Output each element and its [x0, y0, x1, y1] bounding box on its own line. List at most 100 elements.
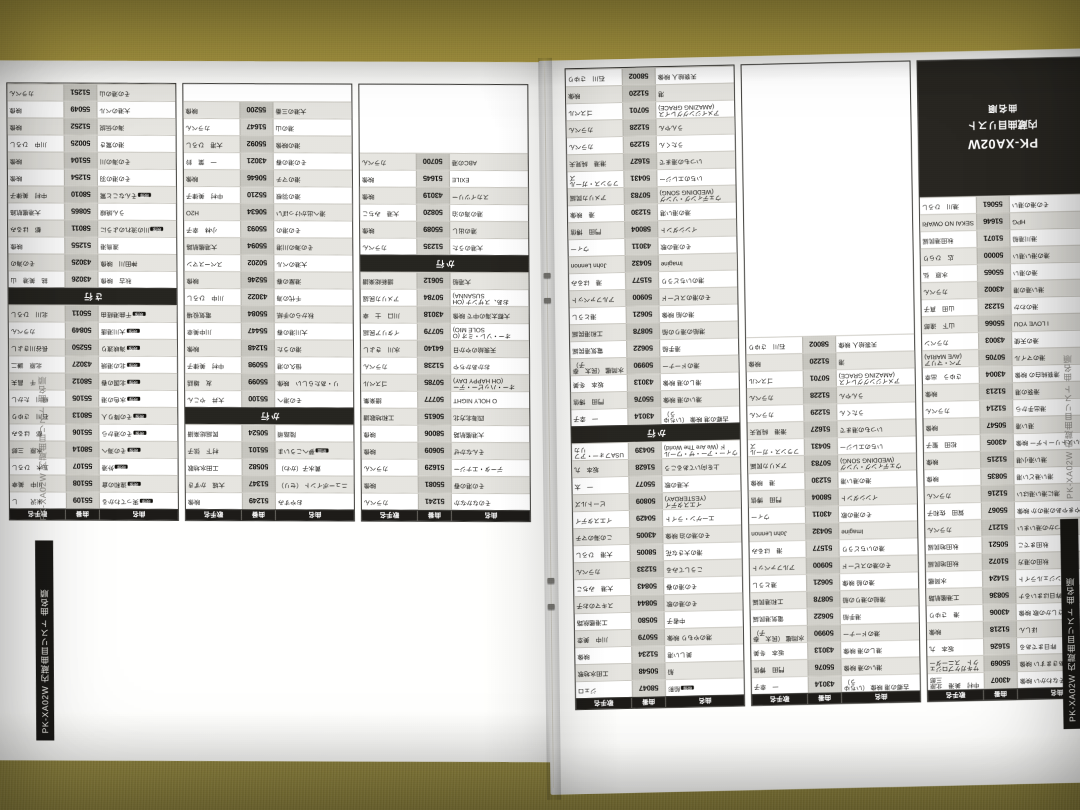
artist-name-cell: サキガケプロジェクト スニーダー — [929, 658, 980, 673]
song-title-text: そんなこと驚 — [99, 191, 138, 200]
artist-name-cell: 石川 さゆり — [567, 74, 605, 83]
table-header-row: 曲名 曲番 歌手名 — [361, 509, 530, 522]
booklet: 曲名 曲番 歌手名 そのなかなか 51241 カラべん その港の春 55081 映像 データ… — [0, 48, 1080, 810]
song-title-cell: 港のドーナー — [660, 355, 738, 373]
artist-name-cell: 工田水地歌 — [187, 464, 219, 472]
table-row: その港の羽 51254 映像 — [7, 168, 176, 186]
song-title-cell: スカイツリー — [450, 188, 528, 204]
artist-name-cell: 港 映像 — [569, 210, 595, 219]
song-number-cell: 51645 — [415, 170, 450, 187]
song-title-text: うたくん — [839, 408, 865, 417]
artist-name-cell: カラべん — [568, 142, 594, 151]
song-number-cell: 55250 — [64, 339, 99, 356]
artist-name-cell: 秋田港民謡 — [922, 236, 954, 245]
song-number-cell: 51626 — [983, 638, 1018, 655]
artist-name-cell: カラべん — [362, 243, 388, 251]
song-title-cell: 古郷の港 映像 （いちゆう） — [661, 406, 739, 424]
song-title-cell: 大川港の春 — [275, 323, 353, 339]
song-title-cell: 黄水子（かわ） — [276, 459, 354, 475]
song-title-cell: おやすみ — [276, 493, 354, 509]
artist-name-cell: 一 葉 鈴 — [185, 158, 217, 166]
song-title-text: 大都太海の中で 映像 — [452, 312, 511, 320]
song-number-cell: 55105 — [65, 390, 100, 407]
artist-name-cell: 民謡総楽譜 — [187, 430, 219, 438]
artist-name-cell: 映像 — [9, 157, 23, 165]
artist-name-cell: ウィー — [750, 513, 770, 521]
song-title-cell: 大港艦航路 — [451, 426, 529, 442]
song-title-text: 古郷の港 映像 （いちゆう） — [663, 409, 729, 424]
artist-name-cell: 水原 弘 — [922, 270, 948, 279]
song-title-cell: その港のスピード — [840, 555, 918, 573]
song-number-cell: 55107 — [65, 458, 100, 475]
artist-name-cell: 工田水地歌 — [577, 669, 609, 678]
song-number-cell: 55092 — [239, 136, 274, 153]
table-row: O HOLY NIGHT 50777 譜楽集 — [361, 390, 530, 409]
song-number-cell: 55079 — [630, 629, 666, 646]
song-rows: そのなかなか 51241 カラべん その港の春 55081 映像 データ・エナジー 51629… — [360, 271, 530, 511]
video-badge: 映像 — [126, 328, 140, 334]
song-number-cell: 50990 — [806, 625, 842, 642]
header-number: 曲番 — [632, 697, 667, 708]
song-number-cell: 51252 — [63, 118, 98, 135]
song-number-cell: 51251 — [63, 84, 98, 101]
header-title: 曲名 — [132, 509, 146, 517]
song-title-text: 実ってわかる — [101, 497, 139, 506]
song-number-cell: 55098 — [240, 357, 276, 374]
song-number-cell: 51647 — [239, 119, 274, 136]
table-row: 大港のうた 51235 カラべん — [360, 237, 529, 256]
song-title-text: リ・あたらしい 映像 — [277, 379, 340, 387]
staple-top-2 — [543, 297, 551, 303]
song-title-cell: 港のいちどうり — [839, 538, 917, 556]
artist-name-cell: ゴスペル — [748, 376, 774, 385]
artist-name-cell: 水川 きよし — [362, 345, 401, 353]
song-number-cell: 50202 — [240, 255, 275, 272]
song-title-text: 大港艦航路 — [453, 431, 485, 439]
song-title-text: いちのエレジー — [659, 174, 703, 183]
song-number-cell: 64140 — [416, 340, 451, 357]
song-title-cell: ABCの港 — [450, 154, 528, 170]
song-number-cell: 50547 — [979, 417, 1014, 434]
song-title-text: 船 — [667, 668, 674, 676]
song-number-cell: 51232 — [977, 298, 1012, 315]
song-number-cell: 50612 — [416, 272, 451, 289]
song-title-text: 港の港い港 — [659, 208, 691, 217]
song-title-cell: ウェディング・ソング (WEDDING SONG) — [658, 185, 736, 203]
song-number-cell: 55065 — [976, 264, 1012, 281]
song-title-text: 港の港い港い — [1012, 251, 1050, 260]
song-title-cell: 港の映像 — [274, 136, 352, 152]
song-number-cell: 51213 — [978, 383, 1014, 400]
song-title-text: 大川港の春 — [276, 328, 308, 336]
video-badge: 映像 — [133, 430, 147, 436]
video-badge: 映像 — [150, 226, 164, 232]
song-title-text: 港川港船 — [1012, 234, 1038, 243]
song-title-cell: ウェディング・ソング (WEDDING SONG) — [838, 453, 916, 471]
song-number-cell: 43011 — [804, 506, 840, 523]
song-number-cell: 51254 — [63, 169, 98, 186]
song-number-cell: 50432 — [624, 255, 659, 272]
section-band: か行 — [360, 254, 529, 273]
song-number-cell: 50621 — [806, 574, 841, 591]
artist-name-cell: 工和港民謡 — [571, 329, 603, 338]
song-number-cell: 58004 — [624, 221, 659, 238]
song-title-cell: 大都太海の中で 映像 — [451, 307, 529, 323]
song-table-column: 曲名 曲番 歌手名 映像 船影 58047 ジェロ船 50548 工田水地歌 美しい港 512… — [564, 64, 746, 711]
booklet-cover-block: PK-XA02W 内蔵曲目リスト 曲名順 — [917, 57, 1080, 198]
song-number-cell: 55077 — [628, 476, 663, 493]
song-title-cell: こうしてみる — [664, 559, 742, 577]
artist-name-cell: 中村 美律子 — [186, 362, 225, 370]
song-number-cell: 58011 — [64, 220, 99, 237]
song-number-cell: 50990 — [626, 357, 661, 374]
artist-name-cell: カラべん — [568, 125, 594, 134]
song-number-cell: 50835 — [980, 468, 1015, 485]
table-row: その港の春 55081 映像 — [361, 475, 530, 494]
song-title-text: 秋からの手紙 — [276, 311, 314, 319]
song-number-cell: 43013 — [807, 642, 842, 659]
artist-name-cell: 坂本 九 — [929, 644, 955, 653]
song-title-cell: アメイジンググレイス (AMAZING GRACE) — [656, 100, 734, 118]
song-title-text: 大港船 — [452, 278, 472, 286]
table-row: リ・あたらしい 映像 55099 友 雄話 — [185, 372, 354, 391]
song-number-cell: 43002 — [977, 281, 1012, 298]
song-number-cell: 51220 — [621, 85, 657, 103]
artist-name-cell: 一 太 — [574, 483, 594, 491]
